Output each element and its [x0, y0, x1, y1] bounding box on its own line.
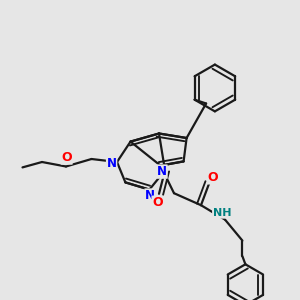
- Text: N: N: [157, 165, 167, 178]
- Text: O: O: [61, 151, 72, 164]
- Text: NH: NH: [213, 208, 231, 218]
- Text: O: O: [152, 196, 163, 209]
- Text: N: N: [145, 189, 155, 202]
- Text: O: O: [208, 171, 218, 184]
- Text: N: N: [106, 157, 117, 170]
